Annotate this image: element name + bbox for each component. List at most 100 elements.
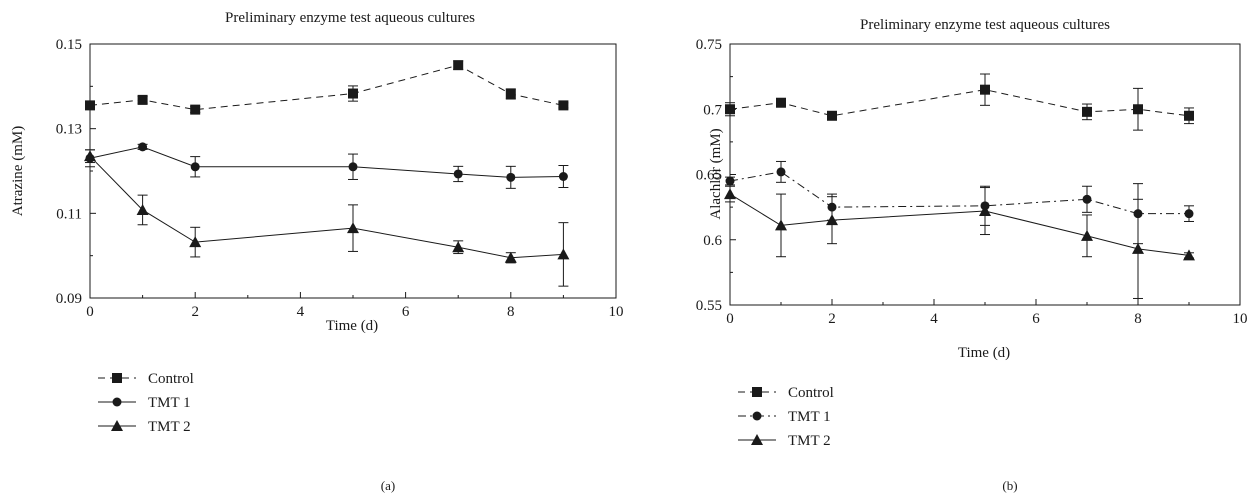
data-point: [776, 97, 786, 108]
legend-entry: Control: [738, 385, 834, 401]
data-point: [979, 205, 991, 217]
x-tick-label: 8: [1134, 311, 1142, 327]
x-tick-label: 6: [402, 304, 410, 320]
x-tick-label: 0: [726, 311, 734, 327]
data-point: [453, 60, 464, 71]
series-line: [89, 146, 564, 178]
x-tick-label: 0: [86, 304, 94, 320]
y-tick-label: 0.7: [703, 102, 722, 118]
legend-marker: [752, 411, 762, 421]
data-point: [348, 162, 358, 172]
y-tick-label: 0.55: [696, 298, 722, 314]
legend-entry: TMT 1: [98, 395, 191, 411]
y-tick-label: 0.11: [56, 206, 82, 222]
data-point: [347, 222, 359, 234]
chart-title: Preliminary enzyme test aqueous cultures: [225, 10, 475, 26]
x-tick-label: 4: [297, 304, 305, 320]
legend-entry: TMT 2: [738, 433, 831, 449]
panel-label: (a): [381, 478, 395, 493]
series-tmt-2: [724, 185, 1195, 299]
y-tick-label: 0.09: [56, 291, 82, 307]
panel-label: (b): [1002, 478, 1017, 493]
data-point: [827, 110, 837, 121]
y-tick-label: 0.13: [56, 122, 82, 138]
series-line: [729, 171, 1189, 215]
legend-label: TMT 2: [788, 433, 831, 449]
data-point: [1082, 194, 1092, 204]
data-point: [725, 104, 735, 115]
series-tmt-2: [84, 149, 570, 287]
data-point: [348, 88, 358, 99]
x-tick-label: 10: [609, 304, 624, 320]
data-point: [189, 236, 202, 248]
data-point: [724, 188, 736, 200]
legend-entry: TMT 2: [98, 419, 191, 435]
legend-entry: TMT 1: [738, 409, 831, 425]
data-point: [557, 248, 570, 260]
x-tick-label: 10: [1233, 311, 1248, 327]
data-point: [775, 219, 787, 231]
x-tick-label: 4: [930, 311, 938, 327]
data-point: [558, 100, 569, 111]
legend-entry: Control: [98, 371, 194, 387]
y-tick-label: 0.15: [56, 37, 82, 53]
x-axis-label: Time (d): [326, 318, 378, 334]
data-point: [1183, 249, 1195, 261]
legend-label: TMT 1: [788, 409, 831, 425]
legend-label: Control: [788, 385, 834, 401]
series-line: [729, 193, 1190, 256]
series-line: [729, 89, 1190, 117]
x-tick-label: 2: [828, 311, 836, 327]
chart-title: Preliminary enzyme test aqueous cultures: [860, 17, 1110, 33]
series-control: [725, 73, 1194, 131]
data-point: [85, 100, 95, 111]
y-axis-label: Atrazine (mM): [10, 126, 26, 216]
data-point: [725, 176, 735, 186]
data-point: [1184, 209, 1194, 219]
legend-marker: [112, 397, 122, 407]
data-point: [506, 172, 516, 182]
data-point: [980, 84, 990, 95]
data-point: [776, 167, 786, 177]
legend-marker: [112, 373, 122, 383]
x-axis-label: Time (d): [958, 345, 1010, 361]
legend-marker: [751, 434, 763, 445]
legend-marker: [111, 420, 123, 431]
data-point: [452, 241, 465, 253]
data-point: [1184, 110, 1194, 121]
chart-panel-b: Preliminary enzyme test aqueous cultures…: [696, 17, 1248, 493]
legend-label: Control: [148, 371, 194, 387]
data-point: [504, 251, 517, 263]
data-point: [137, 94, 148, 105]
y-tick-label: 0.65: [696, 168, 722, 184]
series-tmt-1: [725, 160, 1194, 245]
y-axis-label: Alachlor (mM): [708, 128, 724, 219]
data-point: [1081, 229, 1093, 241]
data-point: [505, 88, 516, 99]
y-tick-label: 0.75: [696, 37, 722, 53]
x-tick-label: 6: [1032, 311, 1040, 327]
data-point: [190, 162, 200, 172]
data-point: [453, 169, 463, 179]
legend-marker: [752, 387, 762, 397]
x-tick-label: 2: [191, 304, 199, 320]
data-point: [1082, 106, 1092, 117]
legend-label: TMT 2: [148, 419, 191, 435]
data-point: [826, 214, 838, 226]
x-tick-label: 8: [507, 304, 515, 320]
series-line: [89, 155, 564, 259]
series-line: [89, 64, 564, 111]
data-point: [1133, 104, 1143, 115]
legend-label: TMT 1: [148, 395, 191, 411]
data-point: [1132, 242, 1144, 254]
data-point: [558, 172, 568, 182]
y-tick-label: 0.6: [703, 233, 722, 249]
series-control: [85, 60, 569, 115]
series-tmt-1: [85, 142, 569, 189]
chart-panel-a: Preliminary enzyme test aqueous cultures…: [10, 10, 624, 493]
data-point: [138, 142, 148, 152]
data-point: [84, 150, 96, 162]
data-point: [190, 104, 201, 115]
